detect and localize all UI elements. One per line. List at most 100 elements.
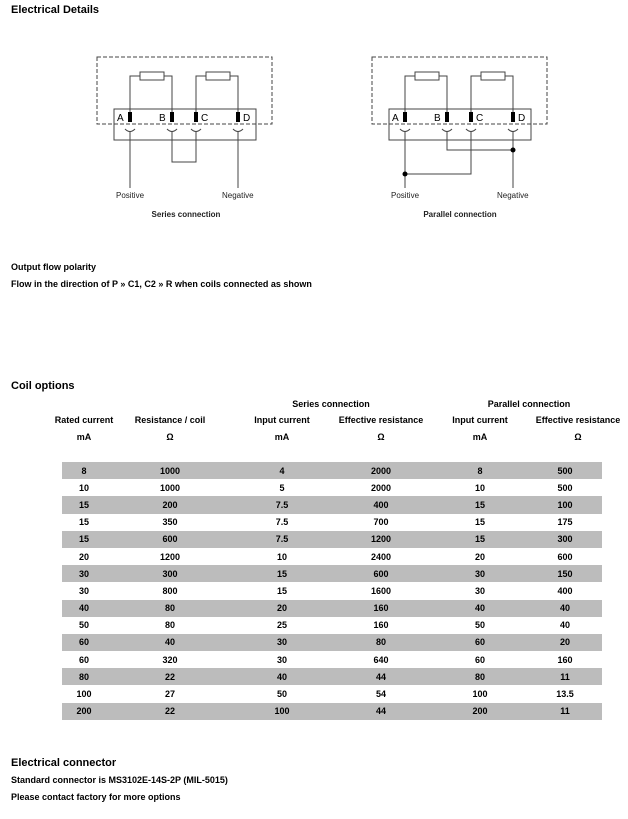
table-cell: 80	[330, 633, 432, 652]
table-cell: 500	[557, 482, 573, 493]
table-cell: 50	[276, 689, 287, 700]
table-cell: 600	[557, 551, 573, 562]
table-cell: 600	[106, 530, 234, 548]
table-cell: 200	[432, 702, 528, 720]
table-cell: 54	[375, 689, 386, 700]
table-cell: 5	[279, 482, 285, 493]
pin-c-label: C	[201, 113, 208, 124]
table-cell: 30	[432, 565, 528, 583]
table-row: 10 1000 5 2000 10 500	[62, 479, 602, 496]
table-cell: 22	[106, 702, 234, 720]
table-cell: 4	[234, 462, 330, 480]
table-cell: 15	[432, 530, 528, 548]
table-cell: 10	[78, 482, 89, 493]
table-cell: 20	[78, 551, 89, 562]
pin-c-label: C	[476, 113, 483, 124]
table-cell: 100	[234, 702, 330, 720]
pin-d-label: D	[243, 113, 250, 124]
series-diagram	[96, 56, 273, 188]
table-cell: 300	[106, 565, 234, 583]
table-cell: 15	[474, 517, 485, 528]
pin-b-label: B	[159, 113, 166, 124]
table-cell: 30	[276, 654, 287, 665]
parallel-group-header: Parallel connection	[487, 399, 571, 409]
table-cell: 44	[330, 702, 432, 720]
table-cell: 11	[528, 668, 602, 686]
table-cell: 800	[162, 585, 178, 596]
table-cell: 10	[276, 551, 287, 562]
table-row: 15 200 7.5 400 15 100	[62, 496, 602, 514]
table-cell: 25	[276, 620, 287, 631]
table-cell: 7.5	[234, 496, 330, 514]
table-row: 200 22 100 44 200 11	[62, 702, 602, 720]
table-cell: 1600	[370, 585, 392, 596]
column-unit: Ω	[574, 432, 582, 442]
table-cell: 100	[472, 689, 488, 700]
column-header: Resistance / coil	[134, 415, 206, 425]
table-cell: 15	[78, 517, 89, 528]
table-cell: 10	[474, 482, 485, 493]
table-cell: 2000	[330, 462, 432, 480]
table-cell: 7.5	[275, 517, 289, 528]
polarity-text: Flow in the direction of P » C1, C2 » R …	[11, 279, 312, 289]
table-cell: 175	[557, 517, 573, 528]
table-cell: 30	[62, 565, 106, 583]
table-row: 100 27 50 54 100 13.5	[62, 685, 602, 702]
table-cell: 15	[432, 496, 528, 514]
table-cell: 50	[78, 620, 89, 631]
pin-b-label: B	[434, 113, 441, 124]
table-row: 80 22 40 44 80 11	[62, 668, 602, 686]
table-cell: 22	[106, 668, 234, 686]
connector-contact-text: Please contact factory for more options	[11, 792, 181, 802]
polarity-title: Output flow polarity	[11, 262, 96, 272]
table-cell: 40	[559, 620, 570, 631]
table-cell: 30	[78, 585, 89, 596]
column-header: Effective resistance	[338, 415, 424, 425]
table-row: 8 1000 4 2000 8 500	[62, 462, 602, 480]
column-header: Rated current	[54, 415, 114, 425]
table-cell: 15	[234, 565, 330, 583]
table-cell: 60	[432, 633, 528, 652]
table-cell: 700	[373, 517, 389, 528]
table-cell: 60	[62, 633, 106, 652]
table-cell: 1000	[106, 462, 234, 480]
table-cell: 600	[330, 565, 432, 583]
table-cell: 20	[528, 633, 602, 652]
parallel-negative-label: Negative	[497, 191, 529, 200]
table-cell: 15	[276, 585, 287, 596]
table-cell: 1000	[159, 482, 181, 493]
coil-options-title: Coil options	[11, 380, 75, 392]
table-cell: 80	[164, 620, 175, 631]
column-unit: mA	[76, 432, 92, 442]
table-cell: 350	[162, 517, 178, 528]
table-cell: 400	[557, 585, 573, 596]
table-cell: 11	[528, 702, 602, 720]
parallel-diagram	[371, 56, 548, 188]
table-cell: 15	[62, 530, 106, 548]
table-cell: 150	[528, 565, 602, 583]
column-header: Input current	[452, 415, 508, 425]
table-row: 40 80 20 160 40 40	[62, 599, 602, 617]
table-cell: 400	[330, 496, 432, 514]
table-cell: 40	[528, 599, 602, 617]
parallel-positive-label: Positive	[391, 191, 420, 200]
table-cell: 500	[528, 462, 602, 480]
series-negative-label: Negative	[222, 191, 254, 200]
table-cell: 100	[528, 496, 602, 514]
table-cell: 40	[234, 668, 330, 686]
parallel-caption: Parallel connection	[423, 210, 496, 219]
table-cell: 15	[62, 496, 106, 514]
pin-a-label: A	[117, 113, 124, 124]
series-positive-label: Positive	[116, 191, 145, 200]
table-cell: 44	[330, 668, 432, 686]
table-cell: 7.5	[234, 530, 330, 548]
table-cell: 30	[234, 633, 330, 652]
table-cell: 20	[234, 599, 330, 617]
table-cell: 20	[474, 551, 485, 562]
electrical-details-title: Electrical Details	[11, 4, 100, 16]
table-row: 20 1200 10 2400 20 600	[62, 548, 602, 565]
table-row: 60 320 30 640 60 160	[62, 651, 602, 668]
table-cell: 200	[106, 496, 234, 514]
pin-a-label: A	[392, 113, 399, 124]
table-cell: 640	[373, 654, 389, 665]
